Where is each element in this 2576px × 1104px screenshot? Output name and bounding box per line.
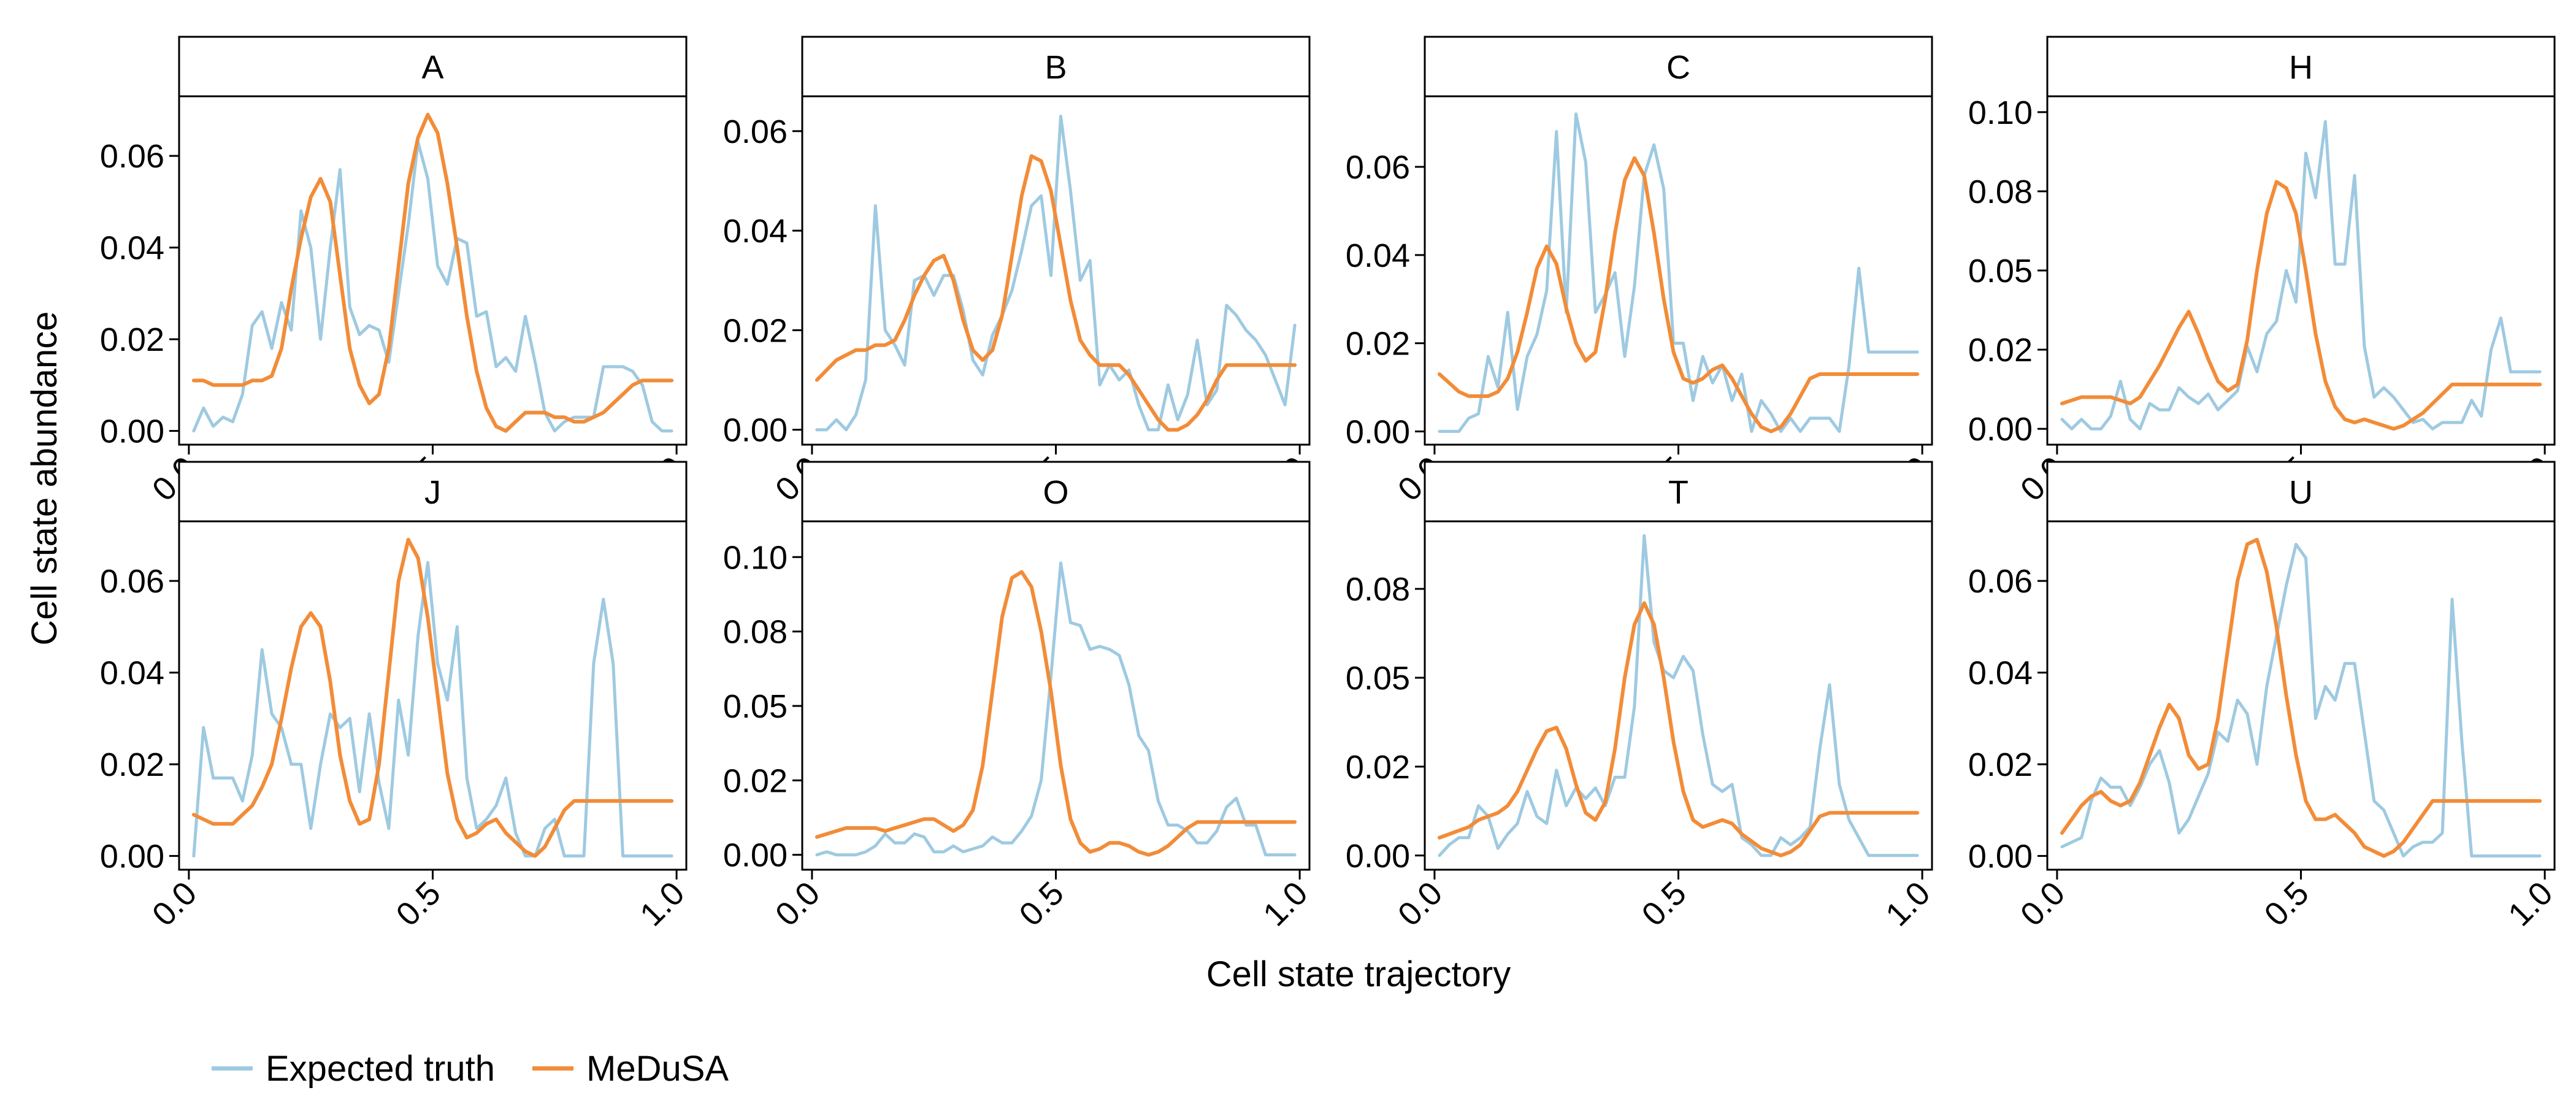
panel-u-y-tick-label: 0.04 (1968, 655, 2033, 692)
panel-t-y-tick-label: 0.08 (1346, 571, 1410, 608)
panel-o: O0.000.020.050.080.100.0 0.5 1.0 (723, 461, 1315, 933)
panel-h-y-tick-label: 0.02 (1968, 332, 2033, 369)
panel-b-y-tick-label: 0.02 (723, 312, 788, 349)
panel-h-series-expected (2060, 120, 2542, 431)
x-axis-title: Cell state trajectory (1206, 954, 1511, 994)
panel-j-series-expected (192, 561, 673, 858)
panel-b-y-tick-label: 0.04 (723, 213, 788, 250)
panel-a-y-tick-label: 0.06 (100, 138, 164, 175)
panel-u-strip (2046, 461, 2556, 523)
panel-t-series-expected (1438, 534, 1919, 857)
legend: Expected truth MeDuSA (212, 1049, 729, 1089)
panel-u-series-medusa (2060, 537, 2542, 858)
panel-o-y-tick-label: 0.02 (723, 762, 788, 799)
panel-c-y-tick-label: 0.06 (1346, 149, 1410, 186)
panel-a-strip-label: A (421, 49, 443, 86)
panel-j-y-tick-label: 0.06 (100, 563, 164, 600)
panel-u-strip-label: U (2289, 474, 2313, 511)
panel-c-strip (1424, 36, 1933, 98)
panel-o-y-tick-label: 0.08 (723, 614, 788, 651)
panel-grid: A0.000.020.040.060.00.51.0B0.000.020.040… (100, 36, 2560, 933)
panel-b-strip-label: B (1045, 49, 1067, 86)
panel-b-strip (801, 36, 1311, 98)
panel-b-series-medusa (815, 154, 1297, 432)
panel-t-strip (1424, 461, 1933, 523)
panel-o-y-tick-label: 0.10 (723, 539, 788, 576)
panel-c-y-tick-label: 0.02 (1346, 326, 1410, 362)
panel-j-strip-label: J (424, 474, 441, 511)
panel-h-y-tick-label: 0.00 (1968, 411, 2033, 448)
panel-o-series-medusa (815, 570, 1297, 857)
panel-t-series-medusa (1437, 601, 1920, 857)
panel-h-series-medusa (2060, 180, 2542, 431)
panel-o-strip-label: O (1043, 474, 1068, 511)
panel-c-y-tick-label: 0.04 (1346, 237, 1410, 274)
panel-u-y-tick-label: 0.00 (1968, 838, 2033, 875)
panel-o-y-tick-label: 0.00 (723, 837, 788, 874)
panel-c-strip-label: C (1666, 49, 1690, 86)
panel-u-y-tick-label: 0.06 (1968, 563, 2033, 600)
panel-a-series-medusa (191, 112, 674, 433)
panel-a-y-tick-label: 0.02 (100, 321, 164, 358)
panel-j-y-tick-label: 0.00 (100, 838, 164, 875)
legend-label-medusa: MeDuSA (586, 1049, 729, 1089)
panel-j-y-tick-label: 0.02 (100, 746, 164, 783)
panel-c-y-tick-label: 0.00 (1346, 413, 1410, 450)
panel-h-strip (2046, 36, 2556, 98)
panel-h-y-tick-label: 0.10 (1968, 94, 2033, 131)
panel-t: T0.000.020.050.080.0 0.5 1.0 (1346, 461, 1938, 933)
panel-u-y-tick-label: 0.02 (1968, 746, 2033, 783)
panel-t-y-tick-label: 0.05 (1346, 660, 1410, 697)
panel-o-y-tick-label: 0.05 (723, 688, 788, 725)
panel-a-strip (178, 36, 688, 98)
panel-b-series-expected (815, 115, 1297, 432)
panel-o-strip (801, 461, 1311, 523)
panel-j-series-medusa (191, 537, 674, 858)
legend-label-expected-truth: Expected truth (266, 1049, 495, 1089)
panel-t-y-tick-label: 0.00 (1346, 838, 1410, 875)
panel-h-y-tick-label: 0.08 (1968, 174, 2033, 210)
panel-j-y-tick-label: 0.04 (100, 655, 164, 692)
panel-o-series-expected (815, 561, 1297, 857)
panel-c-series-medusa (1437, 156, 1920, 434)
panel-a-y-tick-label: 0.00 (100, 413, 164, 450)
panel-c-series-expected (1438, 112, 1919, 433)
y-axis-title: Cell state abundance (25, 312, 64, 646)
panel-b-y-tick-label: 0.06 (723, 113, 788, 150)
panel-b-y-tick-label: 0.00 (723, 412, 788, 449)
panel-a-y-tick-label: 0.04 (100, 230, 164, 267)
panel-t-y-tick-label: 0.02 (1346, 749, 1410, 786)
panel-t-strip-label: T (1668, 474, 1689, 511)
panel-h-y-tick-label: 0.05 (1968, 253, 2033, 289)
panel-j-strip (178, 461, 688, 523)
panel-h-strip-label: H (2289, 49, 2313, 86)
